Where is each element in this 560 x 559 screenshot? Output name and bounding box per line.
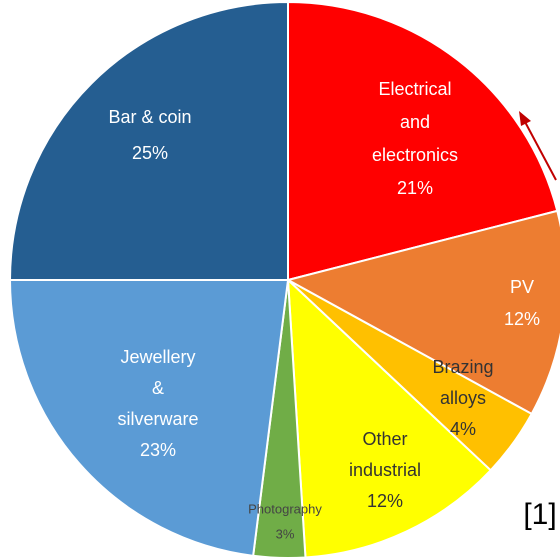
pie-slice	[287, 0, 559, 282]
arrow-head	[519, 111, 531, 126]
arrow-line	[523, 119, 557, 181]
value-label: 3%	[276, 526, 295, 541]
slice-label: Brazing alloys	[432, 357, 493, 408]
slice-label: Photography	[248, 501, 322, 516]
value-label: 25%	[132, 143, 168, 163]
slice-label: Bar & coin	[108, 107, 191, 127]
pie	[8, 0, 560, 559]
value-label: 12%	[367, 491, 403, 511]
slice-label: Other industrial	[349, 429, 421, 480]
pie-slice	[285, 209, 560, 416]
pie-slice	[8, 279, 290, 557]
pie-slice	[8, 0, 289, 281]
slice-label: PV	[510, 277, 534, 297]
value-label: 4%	[450, 419, 476, 439]
value-label: 23%	[140, 440, 176, 460]
slice-label: Electrical and electronics	[372, 79, 458, 165]
value-label: 12%	[504, 309, 540, 329]
value-label: 21%	[397, 178, 433, 198]
pie-slice	[286, 277, 493, 559]
labels: Electrical and electronics 21% PV 12% Brazing a…	[108, 79, 540, 542]
annotation: [1]	[523, 498, 556, 531]
slice-label: Jewellery & silverware	[117, 347, 198, 429]
